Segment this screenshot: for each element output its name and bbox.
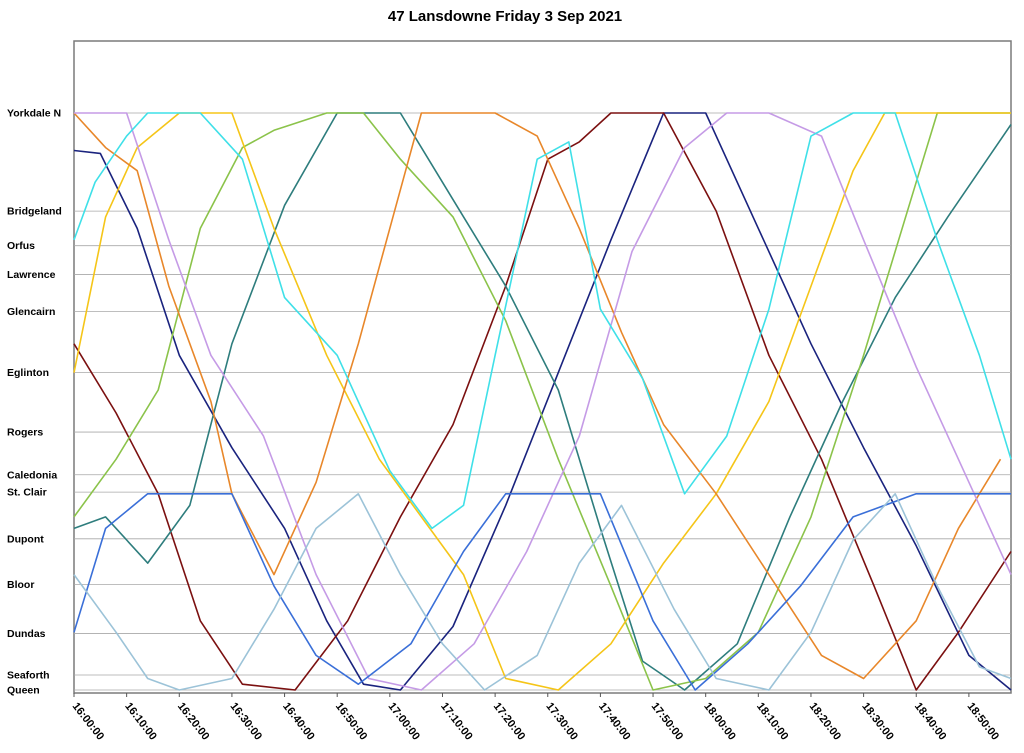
chart-title: 47 Lansdowne Friday 3 Sep 2021 [387, 8, 623, 25]
x-tick-label: 16:20:00 [175, 700, 212, 742]
x-tick-label: 16:10:00 [122, 700, 159, 742]
stop-label: Lawrence [7, 269, 56, 281]
x-tick-label: 18:00:00 [701, 700, 738, 742]
vehicle-trace-2 [73, 112, 1012, 691]
stop-label: Rogers [7, 427, 43, 439]
stop-label: Bloor [7, 579, 34, 591]
x-tick-label: 17:00:00 [385, 700, 422, 742]
vehicle-trace-3 [73, 112, 1011, 691]
x-tick-label: 16:40:00 [280, 700, 317, 742]
x-tick-label: 17:40:00 [596, 700, 633, 742]
x-tick-label: 17:50:00 [649, 700, 686, 742]
x-tick-label: 16:50:00 [333, 700, 370, 742]
stop-label: Dupont [7, 533, 44, 545]
series-lines [73, 112, 1012, 691]
vehicle-trace-9 [73, 493, 1012, 691]
stop-label: Glencairn [7, 306, 55, 318]
stop-label: Dundas [7, 628, 46, 640]
x-tick-label: 16:30:00 [228, 700, 265, 742]
stop-label: Yorkdale N [7, 108, 61, 120]
stop-labels: Yorkdale N Bridgeland Orfus Lawrence Glencai… [7, 108, 62, 697]
x-tick-label: 17:30:00 [543, 700, 580, 742]
stop-label: Seaforth [7, 669, 50, 681]
x-tick-label: 18:20:00 [807, 700, 844, 742]
x-tick-label: 16:00:00 [70, 700, 107, 742]
stop-label: Queen [7, 685, 40, 697]
stop-label: Caledonia [7, 469, 57, 481]
vehicle-trace-7 [73, 112, 1012, 530]
stop-label: Bridgeland [7, 206, 62, 218]
vehicle-trace-8 [73, 493, 1011, 691]
x-tick-label: 17:10:00 [438, 700, 475, 742]
x-tick-label: 18:30:00 [859, 700, 896, 742]
vehicle-trace-0 [73, 112, 1012, 691]
stop-label: St. Clair [7, 487, 47, 499]
time-tick-labels: 16:00:00 16:10:00 16:20:00 16:30:00 16:40:00… [70, 693, 1001, 743]
x-tick-label: 17:20:00 [491, 700, 528, 742]
stop-label: Orfus [7, 240, 35, 252]
stop-label: Eglinton [7, 367, 49, 379]
x-tick-label: 18:40:00 [912, 700, 949, 742]
x-tick-label: 18:10:00 [754, 700, 791, 742]
vehicle-trace-5 [73, 112, 1002, 680]
x-tick-label: 18:50:00 [965, 700, 1002, 742]
